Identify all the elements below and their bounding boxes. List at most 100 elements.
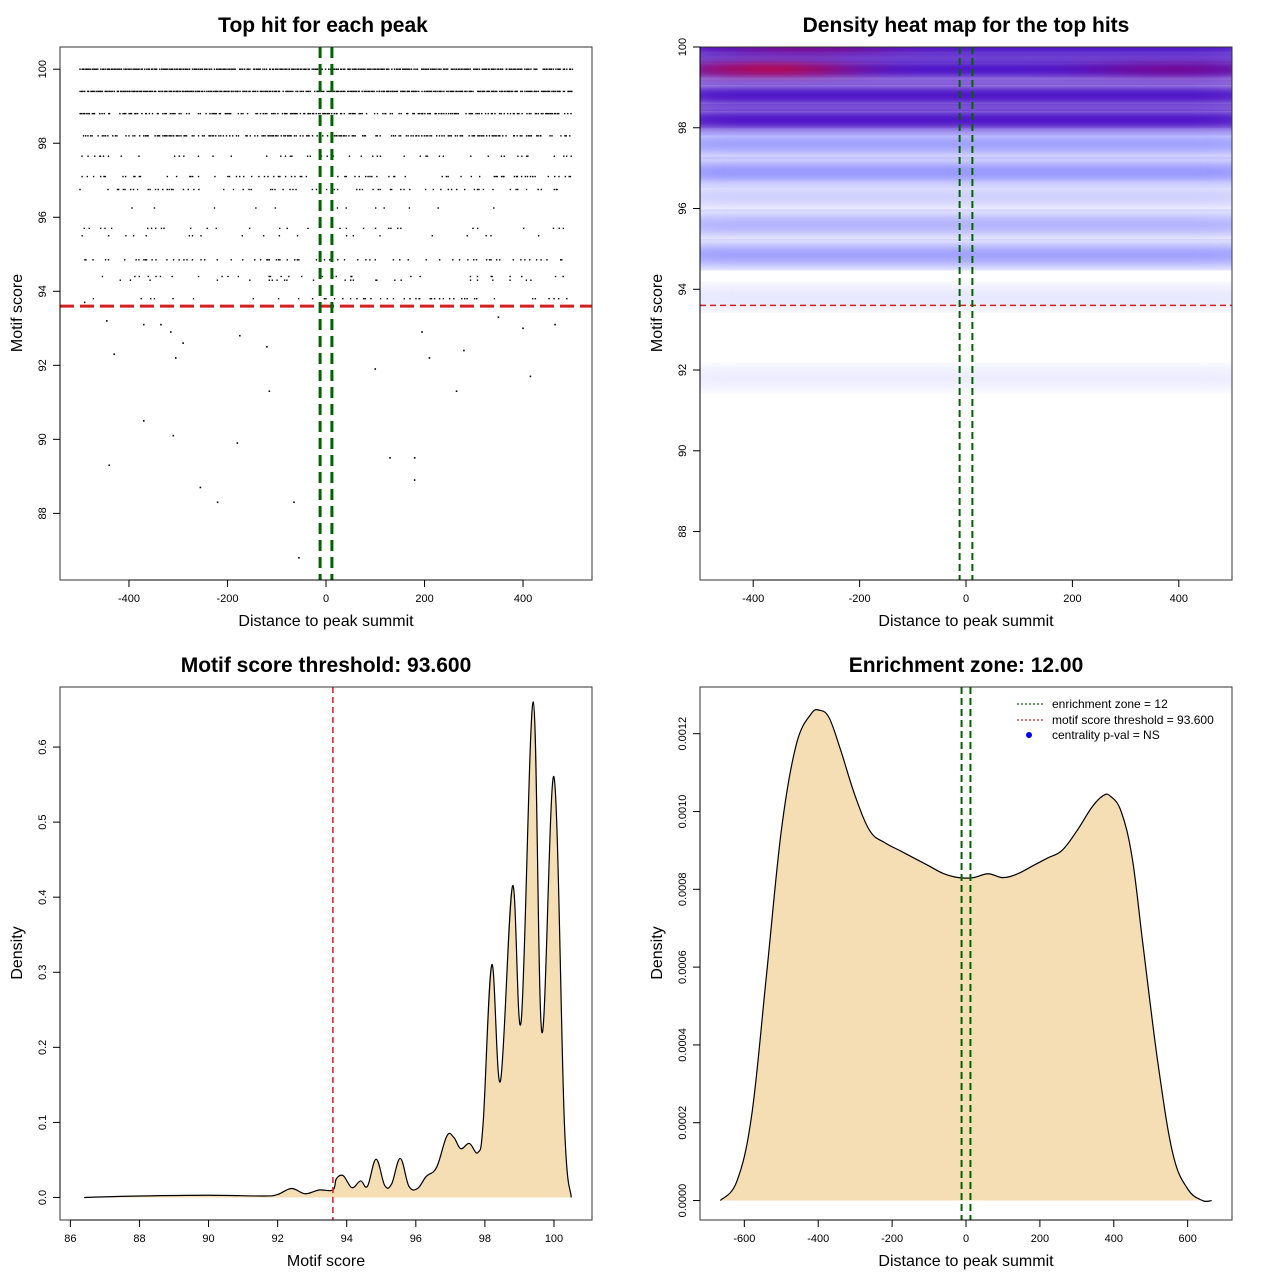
scatter-point [400, 227, 402, 230]
scatter-point [349, 68, 351, 70]
scatter-point [228, 175, 231, 178]
heatmap-cell [700, 47, 1232, 59]
scatter-point [435, 90, 437, 93]
scatter-point [544, 90, 546, 93]
scatter-point [560, 135, 562, 137]
scatter-point [432, 188, 435, 191]
scatter-point [528, 259, 531, 261]
scatter-point [197, 275, 200, 278]
scatter-point [407, 135, 409, 137]
scatter-point [177, 68, 179, 70]
scatter-point [570, 112, 572, 115]
scatter-point [416, 90, 418, 93]
scatter-point [108, 90, 111, 93]
scatter-point [206, 227, 208, 230]
scatter-point [379, 155, 382, 157]
scatter-point [542, 90, 544, 93]
scatter-point [99, 155, 102, 157]
scatter-point [182, 68, 185, 70]
scatter-point [321, 90, 323, 93]
scatter-point [336, 207, 339, 209]
scatter-point [147, 90, 149, 93]
scatter-point [252, 90, 254, 93]
scatter-point [107, 135, 109, 137]
scatter-point [500, 68, 502, 70]
x-axis: -600 -400 -200 0 200 400 600 [733, 1219, 1197, 1245]
scatter-point [559, 90, 561, 93]
scatter-point [459, 90, 462, 93]
scatter-point [157, 112, 159, 115]
scatter-point [525, 135, 528, 137]
scatter-point [125, 135, 127, 137]
scatter-point [555, 188, 557, 191]
scatter-point [490, 275, 492, 278]
scatter-point [262, 90, 264, 93]
scatter-point [515, 188, 517, 191]
scatter-point [262, 112, 265, 115]
y-tick-label: 96 [37, 211, 49, 223]
scatter-point [289, 135, 291, 137]
scatter-point [534, 90, 536, 93]
scatter-point [272, 68, 274, 70]
scatter-point [460, 68, 463, 70]
scatter-point [475, 297, 478, 300]
scatter-point [108, 464, 111, 467]
scatter-point [239, 90, 241, 93]
scatter-point [525, 279, 528, 281]
scatter-point [118, 68, 120, 70]
scatter-point [260, 90, 263, 93]
scatter-point [288, 135, 290, 137]
x-axis: -400 -200 0 200 400 [118, 579, 532, 605]
scatter-point [488, 135, 491, 137]
scatter-point [237, 90, 239, 93]
scatter-point [452, 259, 454, 261]
scatter-point [172, 68, 174, 70]
scatter-point [558, 297, 560, 300]
scatter-point [170, 90, 173, 93]
scatter-point [99, 112, 101, 115]
scatter-point [430, 90, 433, 93]
scatter-point [106, 68, 108, 70]
scatter-point [427, 68, 430, 70]
scatter-point [519, 135, 522, 137]
scatter-point [231, 68, 233, 70]
scatter-point [178, 135, 180, 137]
scatter-point [261, 135, 263, 137]
scatter-point [325, 188, 328, 191]
scatter-point [513, 135, 516, 137]
scatter-point [352, 235, 355, 237]
scatter-point [450, 188, 453, 191]
scatter-point [230, 68, 232, 70]
scatter-point [338, 135, 340, 137]
scatter-point [259, 112, 262, 115]
scatter-point [253, 90, 255, 93]
scatter-point [435, 68, 437, 70]
scatter-point [348, 112, 350, 115]
y-tick-label: 100 [677, 38, 689, 56]
y-axis-title: Density [649, 926, 666, 979]
scatter-point [85, 68, 88, 70]
scatter-point [215, 90, 217, 93]
scatter-point [173, 155, 176, 157]
scatter-point [419, 297, 421, 300]
scatter-point [565, 155, 568, 157]
scatter-point [323, 112, 325, 115]
scatter-point [426, 90, 429, 93]
scatter-point [259, 259, 262, 261]
scatter-point [238, 68, 241, 70]
scatter-point [82, 135, 85, 137]
scatter-point [210, 90, 213, 93]
scatter-point [349, 297, 352, 300]
scatter-point [403, 188, 405, 191]
scatter-point [537, 90, 540, 93]
scatter-point [102, 155, 105, 157]
scatter-point [457, 68, 460, 70]
scatter-point [223, 68, 225, 70]
scatter-point [445, 90, 448, 93]
scatter-point [440, 68, 442, 70]
scatter-point [259, 90, 262, 93]
scatter-point [166, 90, 168, 93]
y-tick-label: 92 [677, 364, 689, 376]
scatter-point [470, 90, 473, 93]
